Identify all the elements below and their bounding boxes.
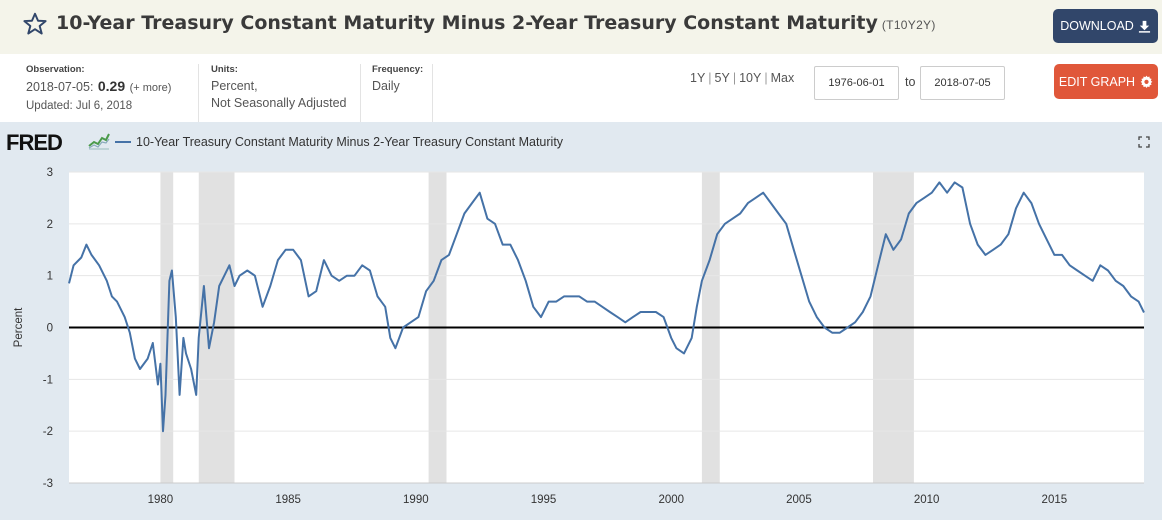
start-date-input[interactable]	[814, 66, 899, 100]
units-line-1: Percent,	[211, 79, 258, 93]
x-tick-label: 1980	[148, 494, 174, 506]
gear-icon	[1140, 75, 1153, 88]
series-line	[68, 181, 1145, 433]
y-tick-label: -1	[43, 374, 53, 386]
y-tick-label: -2	[43, 426, 53, 438]
y-tick-label: 1	[47, 271, 53, 283]
units-block: Units: Percent, Not Seasonally Adjusted	[211, 64, 347, 112]
observation-line: 2018-07-05: 0.29 (+ more)	[26, 78, 171, 96]
frequency-value: Daily	[372, 79, 400, 93]
download-button[interactable]: DOWNLOAD	[1053, 9, 1158, 43]
y-axis-title: Percent	[13, 307, 25, 347]
divider	[360, 64, 361, 122]
star-icon[interactable]	[22, 11, 48, 37]
observation-date: 2018-07-05:	[26, 80, 94, 94]
x-tick-label: 1995	[531, 494, 557, 506]
observation-more-link[interactable]: (+ more)	[129, 82, 172, 94]
x-tick-label: 1990	[403, 494, 429, 506]
observation-label: Observation:	[26, 64, 85, 75]
x-tick-label: 2010	[914, 494, 940, 506]
fred-logo: FRED	[6, 130, 63, 155]
range-link-max[interactable]: Max	[770, 71, 795, 85]
legend-swatch	[115, 141, 131, 143]
frequency-label: Frequency:	[372, 64, 424, 75]
frequency-block: Frequency: Daily	[372, 64, 423, 95]
series-title-text: 10-Year Treasury Constant Maturity Minus…	[56, 12, 878, 34]
observation-block: Observation: 2018-07-05: 0.29 (+ more) U…	[26, 64, 171, 112]
series-title: 10-Year Treasury Constant Maturity Minus…	[56, 12, 936, 34]
edit-graph-button[interactable]: EDIT GRAPH	[1054, 64, 1158, 99]
to-label: to	[905, 75, 916, 89]
meta-row: Observation: 2018-07-05: 0.29 (+ more) U…	[0, 54, 1162, 122]
y-tick-label: 2	[47, 219, 53, 231]
divider	[432, 64, 433, 122]
units-label: Units:	[211, 64, 238, 75]
divider	[198, 64, 199, 122]
y-tick-label: 0	[47, 323, 53, 335]
x-tick-label: 1985	[275, 494, 301, 506]
units-value: Percent, Not Seasonally Adjusted	[211, 78, 347, 112]
series-id: (T10Y2Y)	[881, 18, 936, 32]
units-line-2: Not Seasonally Adjusted	[211, 96, 347, 110]
line-chart: 3 2 1 0 -1 -2 -3 1980 1985 1990 1995 2000 2005 2010 20…	[13, 167, 1145, 506]
x-tick-label: 2000	[658, 494, 684, 506]
y-tick-label: -3	[43, 478, 53, 490]
range-link-1y[interactable]: 1Y	[690, 71, 706, 85]
fullscreen-icon[interactable]	[1138, 136, 1150, 148]
range-link-5y[interactable]: 5Y	[714, 71, 730, 85]
fred-logo-chart-icon	[87, 131, 111, 151]
title-bar: 10-Year Treasury Constant Maturity Minus…	[0, 0, 1162, 54]
observation-value: 0.29	[97, 78, 126, 94]
range-link-10y[interactable]: 10Y	[739, 71, 762, 85]
x-tick-label: 2005	[786, 494, 812, 506]
download-icon	[1138, 20, 1150, 33]
chart-legend: 10-Year Treasury Constant Maturity Minus…	[115, 135, 563, 149]
x-tick-label: 2015	[1042, 494, 1068, 506]
range-links: 1Y | 5Y | 10Y | Max	[690, 71, 795, 85]
download-label: DOWNLOAD	[1060, 19, 1134, 33]
y-tick-label: 3	[47, 167, 53, 179]
graph-panel: FRED 10-Year Treasury Constant Maturity …	[0, 122, 1162, 520]
edit-graph-label: EDIT GRAPH	[1058, 74, 1136, 89]
legend-label: 10-Year Treasury Constant Maturity Minus…	[136, 135, 564, 149]
updated-date: Updated: Jul 6, 2018	[26, 100, 133, 112]
end-date-input[interactable]	[920, 66, 1005, 100]
